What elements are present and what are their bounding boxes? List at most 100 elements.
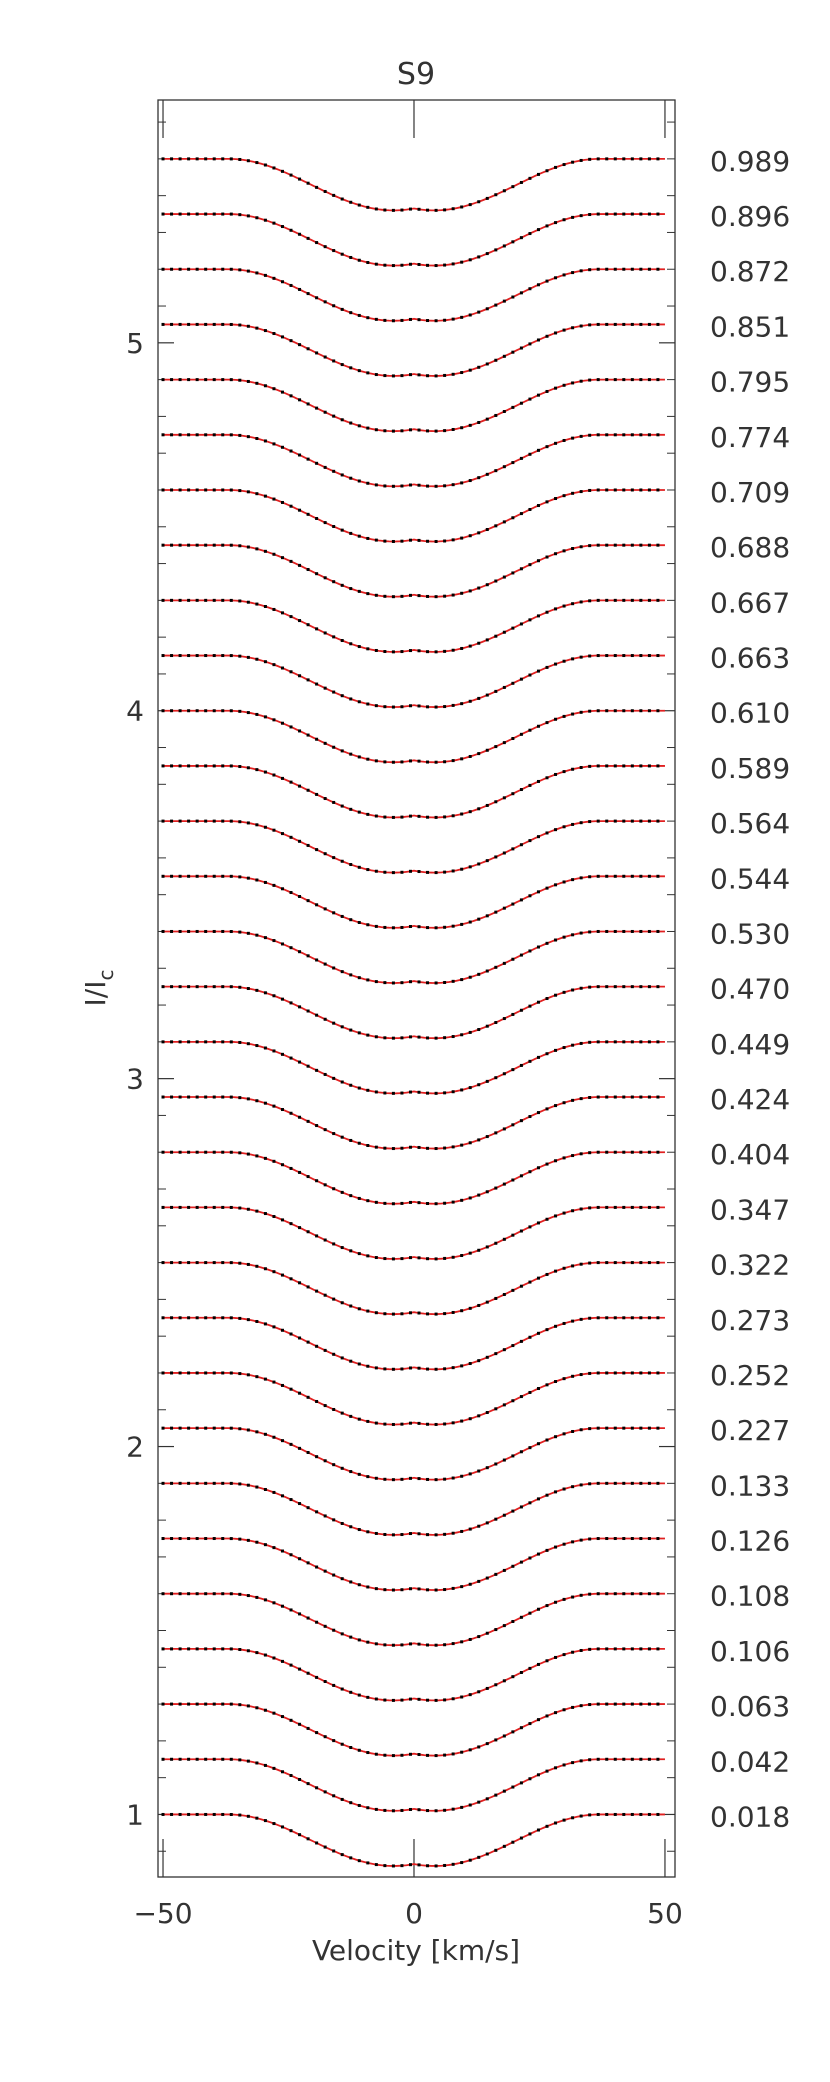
observed-point [622, 1481, 626, 1485]
observed-point [340, 749, 344, 753]
observed-point [187, 433, 191, 437]
observed-point [204, 1040, 208, 1044]
observed-point [246, 435, 250, 439]
observed-point [187, 1040, 191, 1044]
observed-point [238, 875, 242, 879]
observed-point [383, 1367, 387, 1371]
observed-point [536, 283, 540, 287]
observed-point [391, 484, 395, 488]
observed-point [408, 1476, 412, 1480]
observed-point [443, 208, 447, 212]
observed-point [485, 914, 489, 918]
observed-point [170, 488, 174, 492]
observed-point [554, 717, 558, 721]
observed-point [221, 267, 225, 271]
observed-point [519, 622, 523, 626]
observed-point [383, 594, 387, 598]
observed-point [630, 1426, 634, 1430]
observed-point [485, 1190, 489, 1194]
observed-point [246, 987, 250, 991]
observed-point [451, 869, 455, 873]
observed-point [187, 378, 191, 382]
observed-point [460, 1088, 464, 1092]
observed-point [434, 1588, 438, 1592]
observed-point [519, 1836, 523, 1840]
observed-point [161, 1592, 165, 1596]
observed-point [536, 1000, 540, 1004]
observed-point [656, 1647, 660, 1651]
observed-point [366, 426, 370, 430]
observed-point [588, 1040, 592, 1044]
observed-point [579, 1759, 583, 1763]
observed-point [451, 1255, 455, 1259]
observed-point [613, 1205, 617, 1209]
observed-point [443, 263, 447, 267]
observed-point [349, 366, 353, 370]
observed-point [366, 1530, 370, 1534]
observed-point [289, 1773, 293, 1777]
observed-point [340, 1853, 344, 1857]
observed-point [195, 378, 199, 382]
observed-point [204, 1537, 208, 1541]
observed-point [221, 1040, 225, 1044]
observed-point [263, 1432, 267, 1436]
observed-point [263, 218, 267, 222]
observed-point [554, 165, 558, 169]
observed-point [434, 1809, 438, 1813]
observed-point [383, 1588, 387, 1592]
observed-point [366, 1806, 370, 1810]
observed-point [605, 1647, 609, 1651]
observed-point [408, 1642, 412, 1646]
observed-point [588, 544, 592, 548]
observed-point [477, 365, 481, 369]
observed-point [417, 1642, 421, 1646]
observed-point [323, 1514, 327, 1518]
observed-point [426, 539, 430, 543]
observed-point [656, 1812, 660, 1816]
observed-point [426, 1533, 430, 1537]
observed-point [460, 371, 464, 375]
observed-point [494, 524, 498, 528]
observed-point [349, 587, 353, 591]
observed-point [468, 1362, 472, 1366]
observed-point [408, 317, 412, 321]
observed-point [280, 225, 284, 229]
observed-point [536, 724, 540, 728]
observed-point [630, 1095, 634, 1099]
observed-point [579, 158, 583, 162]
observed-point [485, 417, 489, 421]
observed-point [366, 481, 370, 485]
observed-point [536, 1497, 540, 1501]
phase-label-group: 0.0180.0420.0630.1060.1080.1260.1330.227… [710, 145, 790, 1834]
observed-point [443, 649, 447, 653]
observed-point [460, 978, 464, 982]
observed-point [280, 832, 284, 836]
observed-point [238, 709, 242, 713]
observed-point [502, 906, 506, 910]
observed-point [357, 1252, 361, 1256]
observed-point [426, 429, 430, 433]
observed-point [255, 1761, 259, 1765]
observed-point [374, 1311, 378, 1315]
observed-point [511, 1123, 515, 1127]
phase-label: 0.042 [710, 1745, 790, 1778]
observed-point [383, 1864, 387, 1868]
phase-label: 0.470 [710, 973, 790, 1006]
observed-point [306, 568, 310, 572]
observed-point [605, 985, 609, 989]
observed-point [460, 260, 464, 264]
observed-point [298, 1722, 302, 1726]
observed-point [434, 1754, 438, 1758]
observed-point [562, 1211, 566, 1215]
observed-point [238, 544, 242, 548]
observed-point [408, 1090, 412, 1094]
observed-point [332, 1352, 336, 1356]
observed-point [494, 855, 498, 859]
observed-point [349, 1746, 353, 1749]
observed-point [562, 273, 566, 277]
observed-point [212, 1371, 216, 1375]
observed-point [622, 1702, 626, 1706]
observed-point [545, 500, 549, 504]
observed-point [195, 433, 199, 437]
observed-point [204, 1371, 208, 1375]
